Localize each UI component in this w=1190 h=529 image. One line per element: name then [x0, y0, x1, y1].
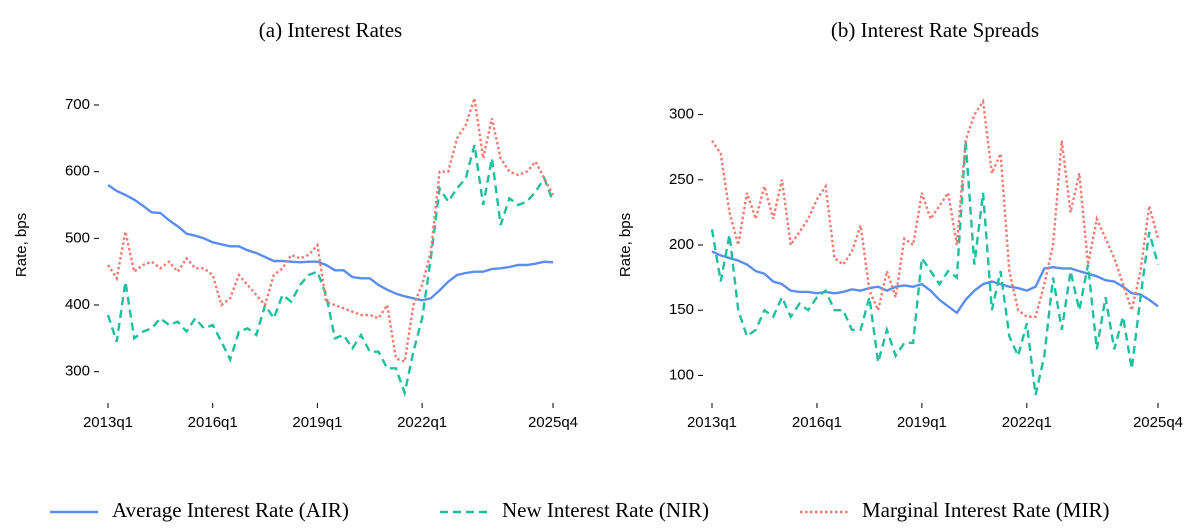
y-tick-label: 500 [65, 229, 90, 246]
y-tick-label: 400 [65, 296, 90, 313]
x-tick-label: 2022q1 [1002, 414, 1052, 431]
y-tick-label: 100 [669, 366, 694, 383]
y-axis-label: Rate, bps [617, 213, 634, 277]
x-tick-label: 2025q4 [1133, 414, 1183, 431]
x-tick-label: 2019q1 [292, 414, 342, 431]
legend-label: New Interest Rate (NIR) [502, 498, 709, 522]
line-series [711, 250, 1159, 315]
legend-label: Average Interest Rate (AIR) [112, 498, 349, 522]
x-tick-label: 2013q1 [83, 414, 133, 431]
x-tick-label: 2025q4 [528, 414, 578, 431]
y-axis-label: Rate, bps [13, 213, 30, 277]
y-tick-label: 300 [669, 106, 694, 123]
chart-title: (a) Interest Rates [259, 18, 402, 42]
x-tick-label: 2016q1 [188, 414, 238, 431]
line-series [106, 144, 555, 398]
y-tick-label: 300 [65, 363, 90, 380]
line-series [710, 140, 1160, 396]
line-series [711, 98, 1160, 318]
x-tick-label: 2022q1 [397, 414, 447, 431]
x-tick-label: 2019q1 [897, 414, 947, 431]
y-tick-label: 150 [669, 301, 694, 318]
y-tick-label: 600 [65, 163, 90, 180]
y-tick-label: 700 [65, 96, 90, 113]
legend-label: Marginal Interest Rate (MIR) [862, 498, 1109, 522]
line-series [107, 184, 554, 302]
chart-title: (b) Interest Rate Spreads [831, 18, 1039, 42]
y-tick-label: 250 [669, 171, 694, 188]
x-tick-label: 2016q1 [792, 414, 842, 431]
y-tick-label: 200 [669, 236, 694, 253]
x-tick-label: 2013q1 [687, 414, 737, 431]
